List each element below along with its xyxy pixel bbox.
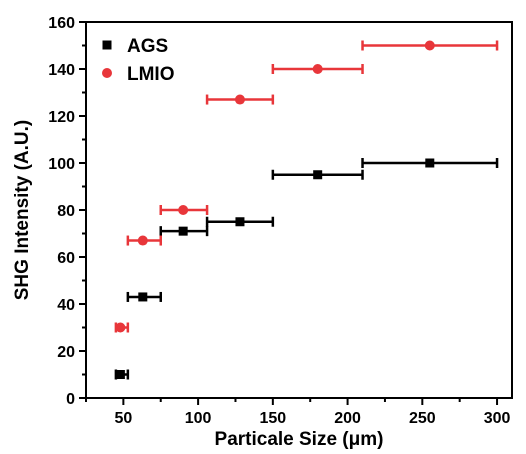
point-ags xyxy=(235,217,245,227)
point-ags xyxy=(178,226,188,236)
x-tick-label: 150 xyxy=(259,410,286,427)
point-lmio xyxy=(137,235,148,246)
legend-marker-ags xyxy=(102,40,112,50)
series-lmio xyxy=(114,40,499,333)
x-tick-label: 200 xyxy=(334,410,361,427)
x-tick-label: 100 xyxy=(185,410,212,427)
series-ags xyxy=(114,158,499,380)
legend-item-ags: AGS xyxy=(102,36,168,57)
point-ags xyxy=(313,170,323,180)
legend-label-ags: AGS xyxy=(127,36,168,57)
point-lmio xyxy=(234,94,245,105)
x-axis-title: Particale Size (μm) xyxy=(215,429,384,450)
legend-label-lmio: LMIO xyxy=(127,64,175,85)
point-lmio xyxy=(178,205,189,215)
y-tick-label: 100 xyxy=(48,156,75,173)
y-tick-label: 120 xyxy=(48,109,75,126)
point-ags xyxy=(138,292,148,302)
point-lmio xyxy=(312,64,323,74)
y-tick-label: 0 xyxy=(66,391,75,408)
x-tick-label: 300 xyxy=(484,410,511,427)
point-lmio xyxy=(115,322,126,333)
y-tick-label: 160 xyxy=(48,15,75,32)
y-tick-label: 140 xyxy=(48,62,75,79)
point-ags xyxy=(115,370,125,379)
y-tick-label: 60 xyxy=(57,250,75,267)
y-tick-label: 20 xyxy=(57,344,75,361)
x-tick-label: 250 xyxy=(409,410,436,427)
y-tick-label: 80 xyxy=(57,203,75,220)
data-layer xyxy=(114,40,499,380)
point-lmio xyxy=(424,40,435,51)
plot-frame xyxy=(85,21,513,399)
x-tick-label: 50 xyxy=(114,410,132,427)
point-ags xyxy=(425,158,435,168)
y-tick-label: 40 xyxy=(57,297,75,314)
axis-ticks: 50 100 150 200 250 300 0 20 40 60 80 100 120 140 160 xyxy=(48,15,510,427)
legend-item-lmio: LMIO xyxy=(102,64,175,85)
legend: AGS LMIO xyxy=(102,36,175,85)
legend-marker-lmio xyxy=(102,68,112,78)
y-axis-title: SHG Intensity (A.U.) xyxy=(12,120,33,301)
